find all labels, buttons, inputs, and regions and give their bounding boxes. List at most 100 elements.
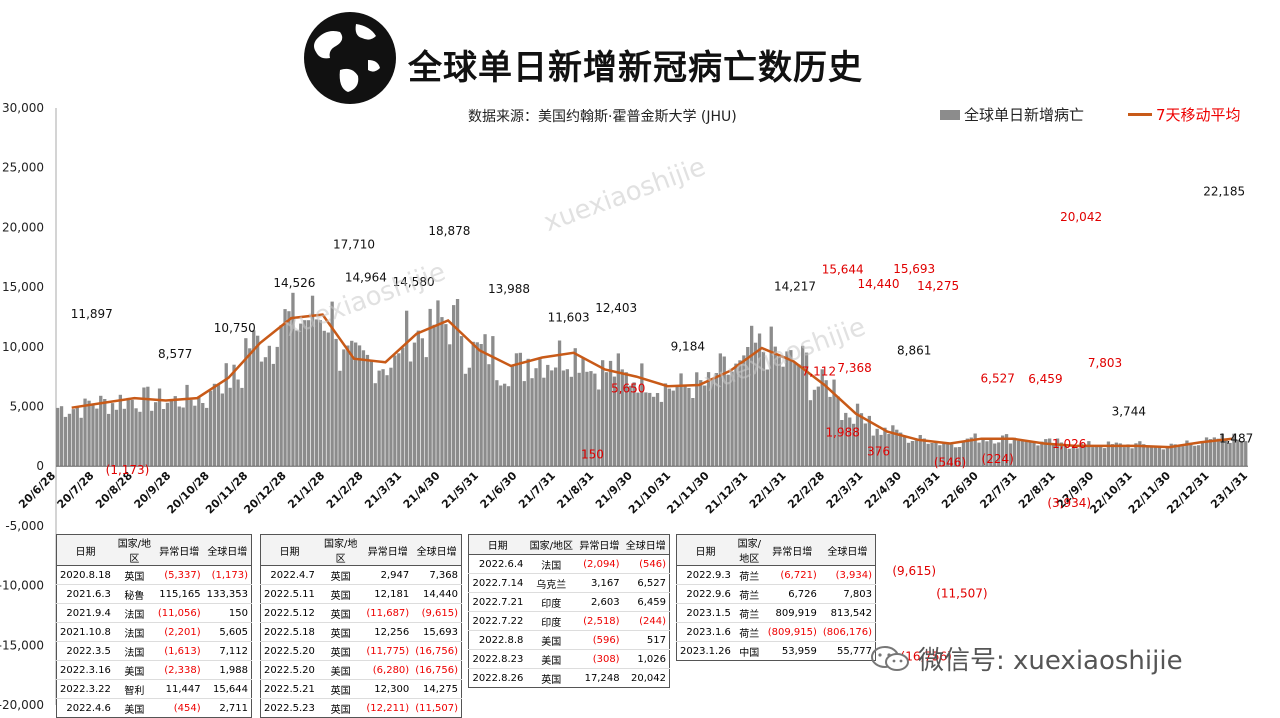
data-label: (3,934) <box>1047 496 1091 510</box>
data-bar <box>510 365 515 467</box>
data-label: 1,988 <box>826 426 860 440</box>
data-bar <box>1012 437 1016 467</box>
legend-line: 7天移动平均 <box>1128 104 1241 125</box>
data-label: 14,440 <box>858 277 900 291</box>
table-cell: 荷兰 <box>733 584 765 604</box>
table-cell: 20,042 <box>622 668 670 688</box>
data-bar <box>1181 446 1185 467</box>
data-bar <box>56 407 60 467</box>
y-tick-label: -5,000 <box>5 519 44 533</box>
data-bar <box>746 347 750 467</box>
data-bar <box>357 345 362 467</box>
data-bar <box>1102 448 1107 467</box>
data-bar <box>695 372 699 467</box>
data-bar <box>1193 445 1197 467</box>
table-cell: 2022.8.23 <box>468 649 527 669</box>
data-bar <box>1051 443 1056 467</box>
table-cell: 2022.8.8 <box>468 630 527 650</box>
data-bar <box>495 380 499 467</box>
data-bar <box>224 363 228 467</box>
data-bar <box>852 423 856 467</box>
x-tick-label: 21/3/31 <box>362 469 404 511</box>
data-bar <box>816 386 820 467</box>
table-cell: 2023.1.26 <box>676 641 734 661</box>
data-bar <box>385 375 389 467</box>
data-bar <box>212 383 217 467</box>
data-bar <box>773 346 777 467</box>
data-bar <box>765 369 769 467</box>
data-bar <box>836 396 840 467</box>
data-label: (1,173) <box>106 463 150 477</box>
data-bar <box>181 407 185 467</box>
data-bar <box>205 407 209 467</box>
data-bar <box>832 379 836 467</box>
data-bar <box>895 429 899 467</box>
table-row: 2022.9.3 荷兰 (6,721) (3,934) <box>676 565 876 585</box>
table-cell: (809,915) <box>764 622 820 642</box>
data-bar <box>1169 443 1173 467</box>
data-bar <box>483 334 487 467</box>
table-cell: 2022.3.16 <box>56 660 114 680</box>
data-bar <box>899 432 903 467</box>
data-bar <box>444 324 448 467</box>
data-bar <box>1157 445 1162 467</box>
table-cell: 英国 <box>526 668 577 688</box>
data-bar <box>459 336 464 467</box>
data-bar <box>118 394 122 467</box>
data-bar <box>828 396 832 467</box>
table-cell: 2022.5.20 <box>260 641 318 661</box>
table-cell: 12,256 <box>363 622 413 642</box>
table-row: 2022.8.26 英国 17,248 20,042 <box>468 668 670 688</box>
data-bar <box>738 360 742 467</box>
legend-line-label: 7天移动平均 <box>1156 106 1241 124</box>
data-label: (9,615) <box>892 564 936 578</box>
data-bar <box>455 299 460 467</box>
table-cell: 2022.7.21 <box>468 592 527 612</box>
x-tick-label: 22/1/31 <box>747 469 789 511</box>
data-label: (11,507) <box>936 587 987 601</box>
data-bar <box>1036 445 1040 467</box>
table-cell: 法国 <box>113 622 155 642</box>
data-bar <box>252 330 256 467</box>
table-cell: (308) <box>576 649 623 669</box>
data-bar <box>107 413 111 467</box>
data-label: 11,603 <box>548 311 590 325</box>
table-cell: (11,056) <box>154 603 204 623</box>
data-bar <box>479 344 483 467</box>
legend-bar-swatch <box>940 109 960 120</box>
data-bar <box>585 371 589 467</box>
data-bar <box>114 409 119 467</box>
table-row: 2022.5.23 英国 (12,211) (11,507) <box>260 698 462 718</box>
data-bar <box>193 405 197 467</box>
data-bar <box>303 320 307 467</box>
data-bar <box>1048 438 1052 467</box>
table-header-cell: 国家/地区 <box>526 534 577 555</box>
data-bar <box>648 392 652 467</box>
table-row: 2022.5.18 英国 12,256 15,693 <box>260 622 462 642</box>
table-cell: 2022.9.3 <box>676 565 734 585</box>
table-row: 2022.5.12 英国 (11,687) (9,615) <box>260 603 462 623</box>
data-bar <box>761 352 766 467</box>
data-bar <box>432 324 436 467</box>
data-bar <box>1173 444 1177 467</box>
data-bar <box>879 434 883 467</box>
table-cell: (546) <box>622 554 670 574</box>
data-bar <box>1200 442 1205 467</box>
data-bar <box>346 345 350 467</box>
data-bar <box>216 383 221 467</box>
data-bar <box>1044 439 1048 467</box>
table-cell: (454) <box>154 698 204 718</box>
data-bar <box>734 363 738 467</box>
table-cell: 115,165 <box>154 584 204 604</box>
data-bar <box>138 411 142 467</box>
data-bar <box>961 440 966 467</box>
data-bar <box>146 386 150 467</box>
data-bar <box>463 373 468 467</box>
data-bar <box>83 398 87 467</box>
table-cell: (596) <box>576 630 623 650</box>
table-cell: 2021.6.3 <box>56 584 114 604</box>
table-cell: 2022.6.4 <box>468 554 527 574</box>
data-bar <box>150 410 154 467</box>
table-cell: 美国 <box>526 649 577 669</box>
data-bar <box>655 393 660 467</box>
